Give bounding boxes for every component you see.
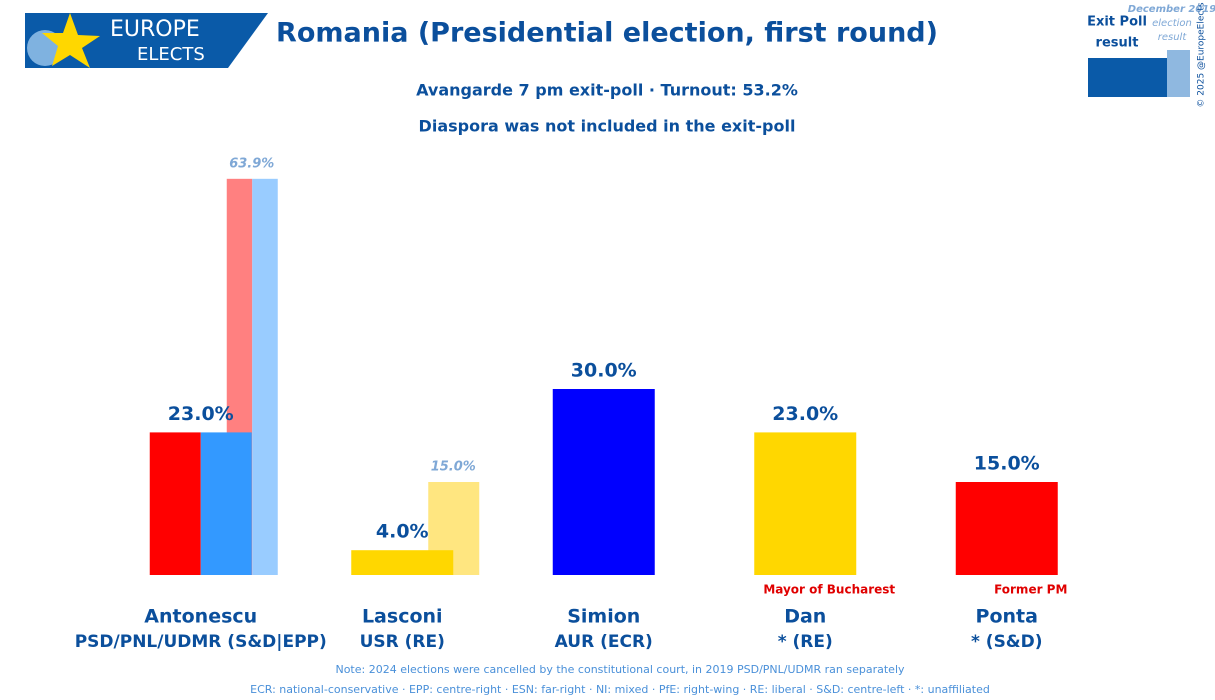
legend-swatch xyxy=(1167,50,1190,97)
value-label: 15.0% xyxy=(431,460,476,475)
bar xyxy=(754,432,857,575)
legend-label: result xyxy=(1158,32,1188,43)
legend-label: Exit Poll xyxy=(1087,15,1147,30)
x-tick-label: Antonescu xyxy=(144,606,257,628)
bar xyxy=(200,432,252,575)
logo-star xyxy=(42,13,100,68)
subtitle: Diaspora was not included in the exit-po… xyxy=(419,117,796,136)
party-label: * (RE) xyxy=(778,632,833,652)
party-label: * (S&D) xyxy=(971,632,1043,652)
x-tick-label: Dan xyxy=(784,606,826,628)
footnote: ECR: national-conservative · EPP: centre… xyxy=(250,683,990,696)
party-label: USR (RE) xyxy=(360,632,445,652)
bar xyxy=(552,389,655,575)
copyright: © 2025 @EuropeElects xyxy=(1197,2,1207,107)
x-tick-label: Ponta xyxy=(976,606,1038,628)
value-label: 23.0% xyxy=(168,403,234,425)
x-tick-label: Lasconi xyxy=(362,606,443,628)
bar xyxy=(955,482,1058,575)
logo-text: ELECTS xyxy=(137,44,205,65)
party-label: PSD/PNL/UDMR (S&D|EPP) xyxy=(75,632,327,652)
logo-text: EUROPE xyxy=(110,17,200,42)
bar xyxy=(351,550,454,575)
x-tick-label: Simion xyxy=(567,606,640,628)
legend-label: result xyxy=(1096,36,1139,51)
value-label: 4.0% xyxy=(376,521,429,543)
legend-label: December 2019 xyxy=(1128,4,1215,15)
subtitle: Avangarde 7 pm exit-poll · Turnout: 53.2… xyxy=(416,81,798,100)
logo-banner xyxy=(25,13,268,68)
value-label: 30.0% xyxy=(571,360,637,382)
bar xyxy=(252,178,278,575)
value-label: 23.0% xyxy=(772,403,838,425)
chart-title: Romania (Presidential election, first ro… xyxy=(276,18,938,49)
bar xyxy=(149,432,201,575)
category-note: Mayor of Bucharest xyxy=(763,583,895,597)
category-note: Former PM xyxy=(994,583,1067,597)
party-label: AUR (ECR) xyxy=(555,632,653,652)
value-label: 15.0% xyxy=(974,453,1040,475)
legend-label: election xyxy=(1152,18,1192,29)
footnote: Note: 2024 elections were cancelled by t… xyxy=(335,663,905,676)
value-label: 63.9% xyxy=(229,156,274,171)
legend-swatch xyxy=(1088,58,1167,97)
